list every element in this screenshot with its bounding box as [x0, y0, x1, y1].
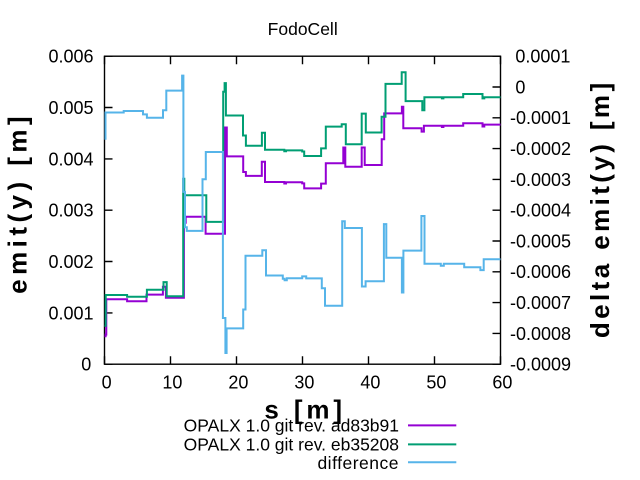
svg-text:0: 0 — [81, 355, 91, 375]
svg-text:OPALX 1.0 git rev. eb35208: OPALX 1.0 git rev. eb35208 — [184, 435, 399, 455]
svg-text:0: 0 — [515, 77, 525, 97]
svg-text:delta emit(y) [m]: delta emit(y) [m] — [585, 79, 615, 338]
svg-text:-0.0009: -0.0009 — [510, 355, 571, 375]
svg-text:-0.0002: -0.0002 — [510, 139, 571, 159]
svg-text:0.003: 0.003 — [48, 201, 93, 221]
svg-text:0.006: 0.006 — [48, 47, 93, 67]
svg-text:-0.0006: -0.0006 — [510, 262, 571, 282]
svg-text:-0.0008: -0.0008 — [510, 324, 571, 344]
svg-text:0: 0 — [102, 373, 112, 393]
svg-text:-0.0001: -0.0001 — [510, 108, 571, 128]
svg-text:0.0001: 0.0001 — [515, 47, 570, 67]
svg-text:-0.0007: -0.0007 — [510, 293, 571, 313]
svg-text:0.001: 0.001 — [48, 303, 93, 323]
svg-text:30: 30 — [294, 373, 314, 393]
svg-text:difference: difference — [317, 453, 399, 473]
svg-text:50: 50 — [426, 373, 446, 393]
svg-text:60: 60 — [492, 373, 512, 393]
svg-text:0.005: 0.005 — [48, 98, 93, 118]
svg-text:-0.0005: -0.0005 — [510, 231, 571, 251]
svg-text:10: 10 — [162, 373, 182, 393]
svg-text:0.004: 0.004 — [48, 149, 93, 169]
svg-text:20: 20 — [228, 373, 248, 393]
svg-text:40: 40 — [360, 373, 380, 393]
svg-text:s [m]: s [m] — [264, 395, 346, 425]
svg-text:-0.0004: -0.0004 — [510, 201, 571, 221]
svg-text:emit(y) [m]: emit(y) [m] — [3, 112, 33, 294]
svg-text:-0.0003: -0.0003 — [510, 170, 571, 190]
svg-text:0.002: 0.002 — [48, 252, 93, 272]
svg-text:OPALX 1.0 git rev. ad83b91: OPALX 1.0 git rev. ad83b91 — [184, 416, 399, 436]
svg-text:FodoCell: FodoCell — [268, 19, 338, 39]
